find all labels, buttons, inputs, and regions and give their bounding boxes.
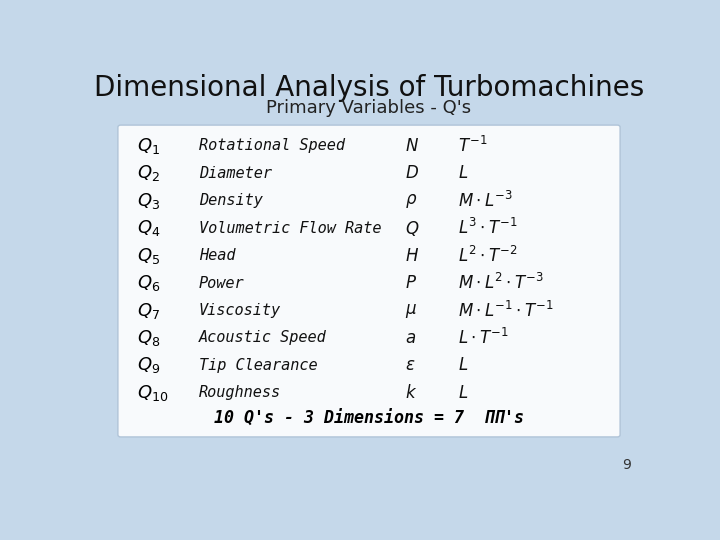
Text: $\mathit{Q}_3$: $\mathit{Q}_3$ (138, 191, 161, 211)
Text: 10 Q's - 3 Dimensions = 7  ΠΠ's: 10 Q's - 3 Dimensions = 7 ΠΠ's (214, 410, 524, 428)
Text: $\mathit{Q}_9$: $\mathit{Q}_9$ (138, 355, 161, 375)
Text: Volumetric Flow Rate: Volumetric Flow Rate (199, 221, 382, 235)
Text: $L \cdot T^{-1}$: $L \cdot T^{-1}$ (459, 328, 509, 348)
Text: $\mathit{Q}_2$: $\mathit{Q}_2$ (138, 163, 161, 183)
Text: Power: Power (199, 275, 244, 291)
Text: Viscosity: Viscosity (199, 303, 281, 318)
Text: $\mu$: $\mu$ (405, 301, 418, 320)
Text: $L$: $L$ (459, 384, 469, 402)
Text: $\rho$: $\rho$ (405, 192, 418, 210)
Text: $N$: $N$ (405, 137, 419, 155)
Text: $L$: $L$ (459, 164, 469, 183)
Text: $T^{-1}$: $T^{-1}$ (459, 136, 487, 156)
FancyBboxPatch shape (118, 125, 620, 437)
Text: Acoustic Speed: Acoustic Speed (199, 330, 327, 346)
Text: $H$: $H$ (405, 247, 419, 265)
Text: Diameter: Diameter (199, 166, 272, 181)
Text: $M \cdot L^{2} \cdot T^{-3}$: $M \cdot L^{2} \cdot T^{-3}$ (459, 273, 544, 293)
Text: $\mathit{Q}_7$: $\mathit{Q}_7$ (138, 301, 161, 321)
Text: $M \cdot L^{-3}$: $M \cdot L^{-3}$ (459, 191, 513, 211)
Text: Roughness: Roughness (199, 386, 281, 400)
Text: $P$: $P$ (405, 274, 418, 292)
Text: $L^{3} \cdot T^{-1}$: $L^{3} \cdot T^{-1}$ (459, 218, 518, 238)
Text: $\mathit{Q}_4$: $\mathit{Q}_4$ (138, 218, 161, 238)
Text: $\mathit{Q}_8$: $\mathit{Q}_8$ (138, 328, 161, 348)
Text: 9: 9 (622, 458, 631, 472)
Text: $\mathit{Q}_1$: $\mathit{Q}_1$ (138, 136, 161, 156)
Text: $D$: $D$ (405, 164, 419, 183)
Text: $L^{2} \cdot T^{-2}$: $L^{2} \cdot T^{-2}$ (459, 246, 518, 266)
Text: $\mathit{Q}_5$: $\mathit{Q}_5$ (138, 246, 161, 266)
Text: Rotational Speed: Rotational Speed (199, 138, 345, 153)
Text: $\mathit{Q}_{10}$: $\mathit{Q}_{10}$ (138, 383, 168, 403)
Text: Head: Head (199, 248, 235, 263)
Text: Tip Clearance: Tip Clearance (199, 358, 318, 373)
Text: $a$: $a$ (405, 329, 416, 347)
Text: $M \cdot L^{-1} \cdot T^{-1}$: $M \cdot L^{-1} \cdot T^{-1}$ (459, 300, 554, 321)
Text: $\mathit{Q}_6$: $\mathit{Q}_6$ (138, 273, 161, 293)
Text: Dimensional Analysis of Turbomachines: Dimensional Analysis of Turbomachines (94, 73, 644, 102)
Text: $Q$: $Q$ (405, 219, 420, 238)
Text: $L$: $L$ (459, 356, 469, 374)
Text: $\varepsilon$: $\varepsilon$ (405, 356, 415, 374)
Text: Primary Variables - Q's: Primary Variables - Q's (266, 99, 472, 118)
Text: Density: Density (199, 193, 263, 208)
Text: $k$: $k$ (405, 384, 418, 402)
